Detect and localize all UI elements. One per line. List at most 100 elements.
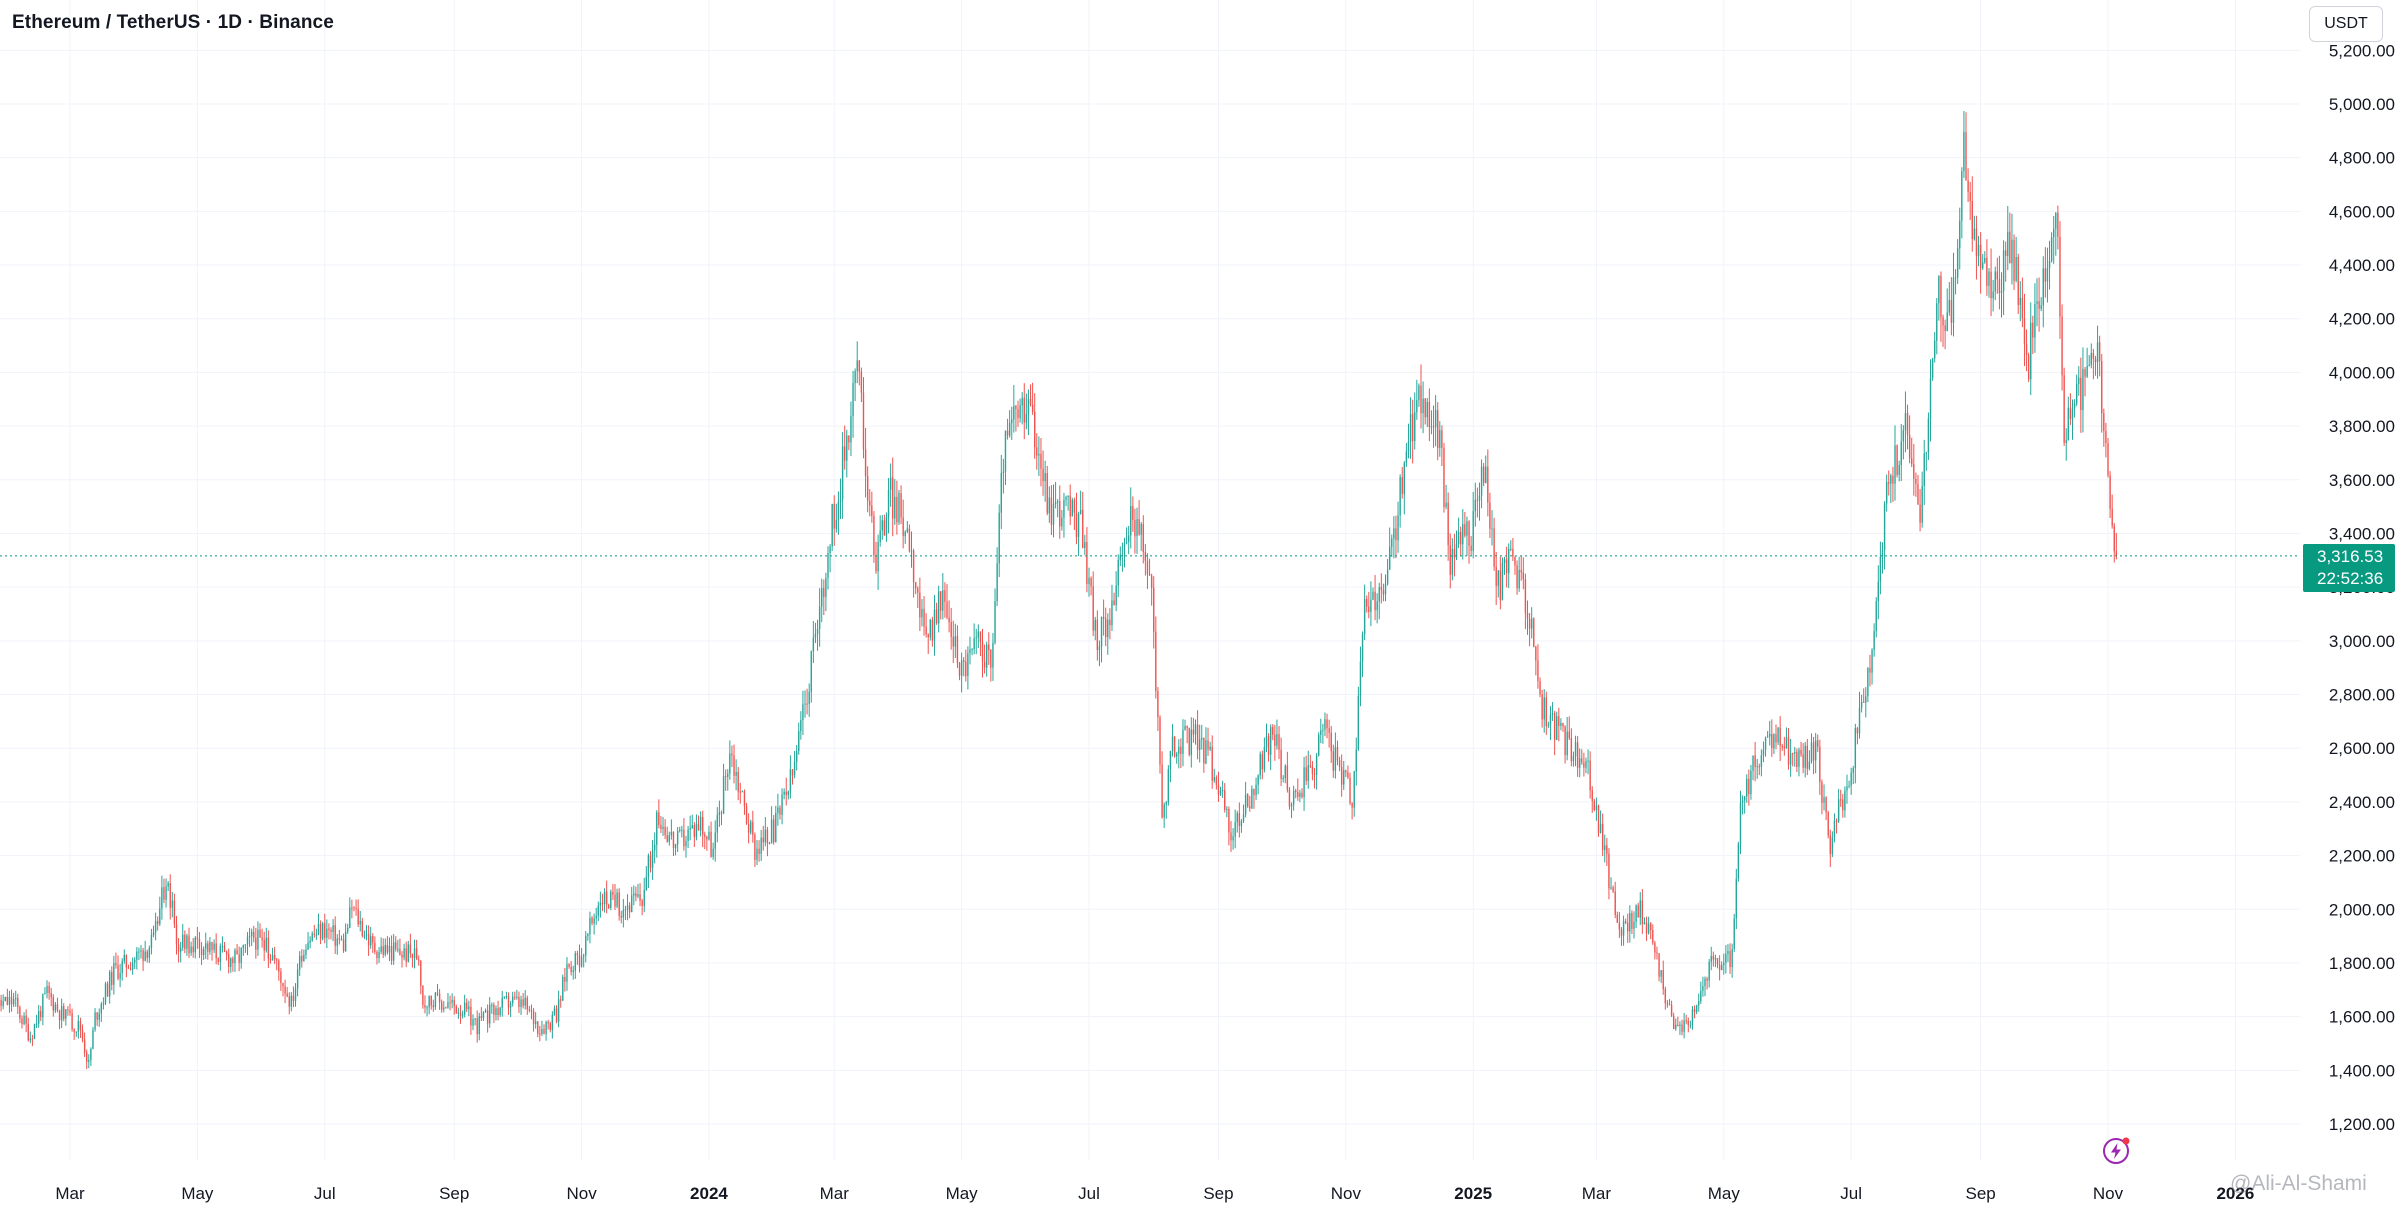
y-axis[interactable]: 1,200.00 1,400.00 1,600.00 1,800.00 2,000.00… (2329, 41, 2395, 1134)
candle-body (837, 501, 840, 520)
candle-body (831, 503, 833, 547)
author-watermark: @Ali-Al-Shami (2230, 1172, 2367, 1195)
candle-body (557, 999, 560, 1022)
candle-body (1798, 749, 1800, 767)
x-axis[interactable]: Mar May Jul Sep Nov 2024 Mar May Jul Sep Nov 2025 Ma… (55, 1184, 2254, 1203)
candle-body (1975, 228, 1978, 257)
candle-body (115, 963, 117, 966)
candle-body (1274, 734, 1276, 746)
candle-body (1328, 728, 1330, 733)
candle-body (1414, 412, 1416, 442)
candle-body (798, 731, 800, 752)
y-tick-label: 4,000.00 (2329, 363, 2395, 382)
candle-body (674, 844, 677, 848)
candle-body (1599, 823, 1602, 833)
candle-body (800, 720, 802, 732)
candle-body (1681, 1024, 1683, 1032)
candle-body (2011, 239, 2013, 264)
candle-body (23, 1015, 25, 1024)
candle-body (635, 893, 637, 897)
candle-body (712, 848, 714, 857)
candle-body (985, 644, 988, 668)
candle-body (205, 943, 207, 949)
candle-body (138, 951, 140, 953)
candle-body (683, 829, 685, 847)
candle-body (1355, 749, 1357, 772)
candle-body (973, 638, 975, 650)
candle-body (501, 997, 503, 1008)
candle-body (1915, 478, 1917, 484)
candle-body (2101, 361, 2103, 414)
candle-body (914, 582, 917, 589)
candle-body (998, 512, 1000, 564)
candle-body (1299, 792, 1301, 797)
candle-body (1075, 512, 1078, 537)
candle-body (351, 907, 353, 909)
candle-body (1054, 501, 1057, 504)
candle-body (731, 753, 733, 756)
candle-body (1516, 565, 1518, 589)
candle-body (2048, 260, 2051, 269)
candle-body (273, 955, 276, 960)
candle-body (1192, 729, 1195, 735)
candle-body (1286, 765, 1289, 790)
symbol-title[interactable]: Ethereum / TetherUS · 1D · Binance (12, 12, 334, 33)
candle-body (1716, 958, 1719, 965)
candle-body (194, 937, 196, 953)
candle-body (1660, 970, 1662, 977)
candle-body (1988, 271, 1990, 286)
candle-body (511, 996, 514, 1004)
candle-body (319, 923, 322, 939)
candle-body (754, 834, 756, 860)
candle-body (1267, 736, 1270, 755)
candle-body (1013, 405, 1015, 420)
candle-body (186, 935, 188, 949)
candle-body (1107, 619, 1109, 638)
candle-body (1322, 729, 1324, 731)
candle-body (27, 1023, 29, 1041)
candle-body (1591, 790, 1593, 801)
candle-body (1888, 482, 1890, 484)
lightning-icon[interactable] (2101, 1136, 2131, 1166)
candle-body (672, 832, 675, 848)
y-tick-label: 2,000.00 (2329, 900, 2395, 919)
candle-body (1161, 764, 1163, 818)
candle-body (1056, 501, 1059, 503)
candle-body (432, 1005, 435, 1008)
candle-body (689, 828, 691, 830)
candle-body (307, 942, 309, 950)
candle-body (1946, 312, 1948, 331)
currency-selector[interactable]: USDT (2309, 6, 2383, 42)
candle-body (580, 956, 583, 967)
candle-body (257, 929, 259, 950)
candle-body (1309, 765, 1312, 767)
candle-body (693, 825, 696, 837)
candle-body (2111, 508, 2113, 526)
candle-body (271, 955, 274, 961)
candle-body (1925, 452, 1928, 454)
candle-body (983, 661, 986, 668)
candle-body (1804, 745, 1806, 768)
x-month-label: Nov (566, 1184, 597, 1203)
candle-body (1687, 1020, 1689, 1025)
candle-body (96, 1012, 98, 1020)
candle-body (1044, 473, 1046, 482)
candle-body (1783, 746, 1786, 749)
candle-body (1090, 577, 1092, 587)
candle-body (1295, 790, 1297, 793)
candle-body (1255, 784, 1257, 796)
candle-body (1827, 812, 1829, 836)
candle-body (161, 887, 163, 909)
candle-body (509, 1003, 512, 1008)
candle-body (1031, 404, 1034, 413)
candle-body (1992, 291, 1994, 299)
candle-body (1240, 821, 1243, 826)
candle-body (1963, 132, 1965, 172)
candle-body (1347, 772, 1349, 778)
candle-body (810, 651, 812, 692)
candle-body (424, 1004, 426, 1008)
candle-body (60, 1006, 63, 1021)
candle-body (641, 900, 643, 906)
